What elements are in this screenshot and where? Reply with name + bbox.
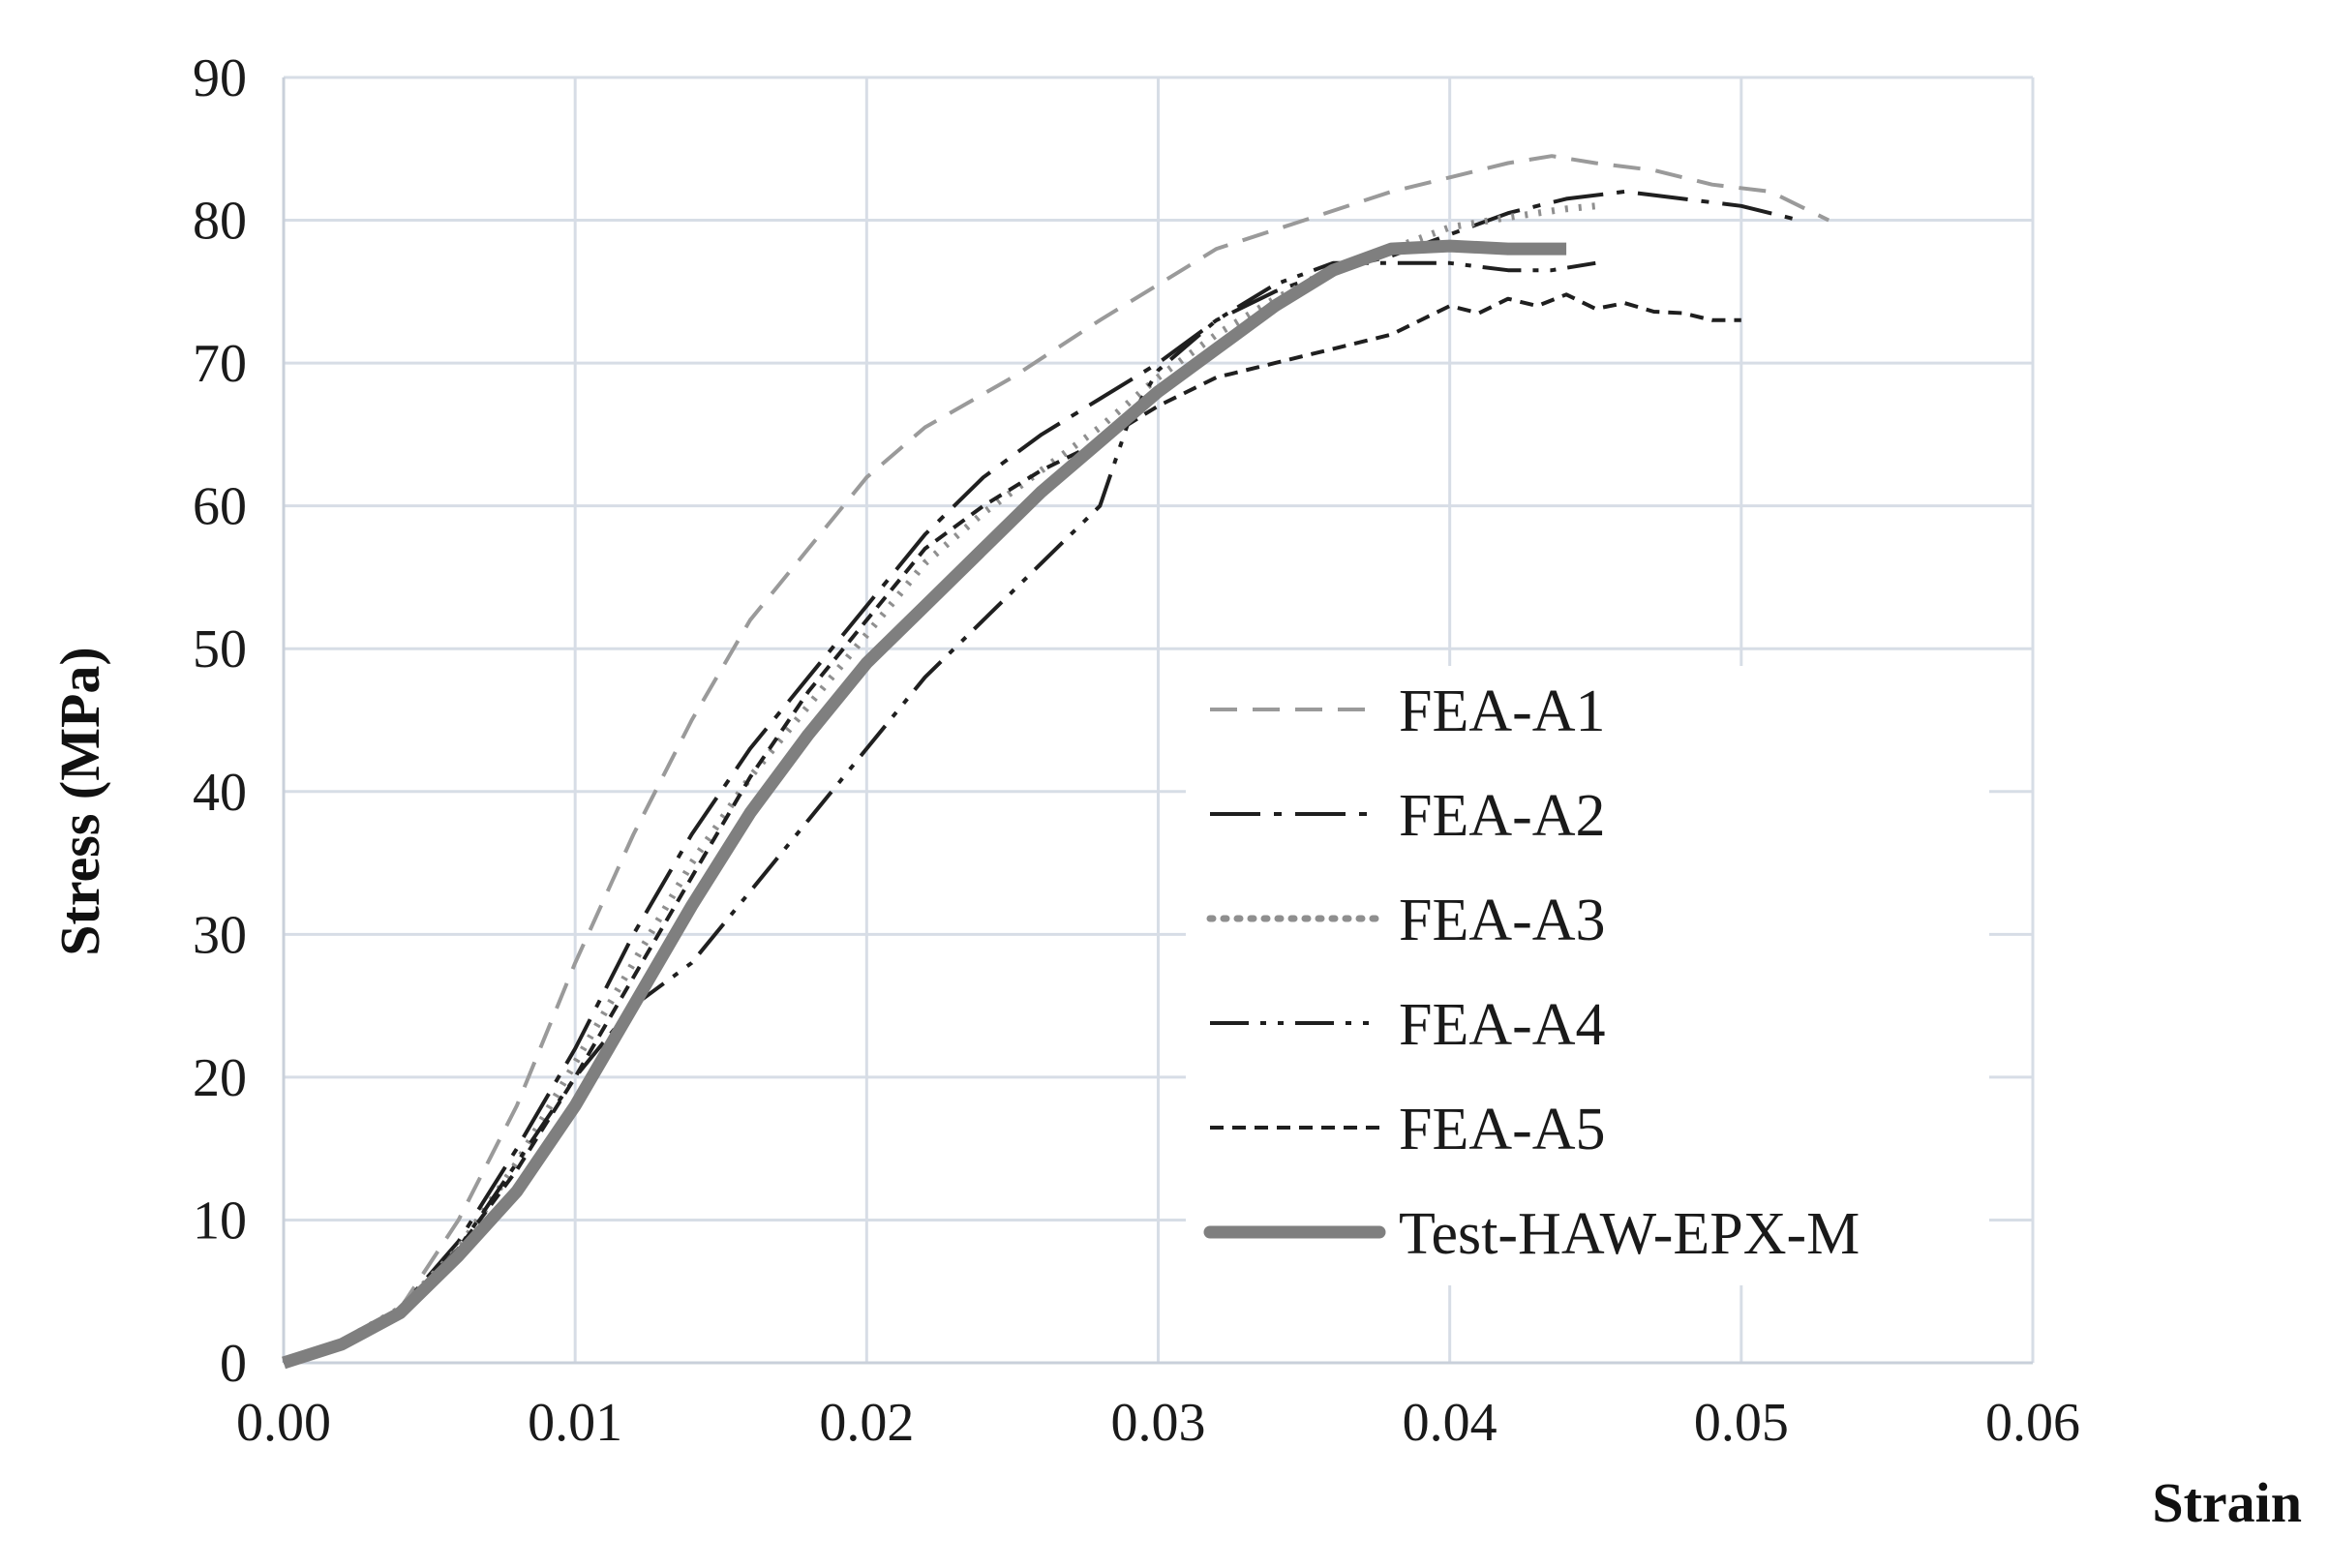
y-tick-label: 60 — [193, 477, 247, 537]
y-tick-label: 40 — [193, 763, 247, 823]
y-tick-label: 0 — [220, 1334, 247, 1394]
y-tick-label: 90 — [193, 48, 247, 108]
x-tick-label: 0.06 — [1985, 1393, 2080, 1453]
x-tick-label: 0.01 — [528, 1393, 622, 1453]
y-tick-label: 20 — [193, 1048, 247, 1108]
gridlines — [284, 75, 2035, 1363]
legend: FEA-A1 FEA-A2 FEA-A3 FEA-A4 FEA-A5 Test-HAW-E… — [1203, 678, 1860, 1267]
series-line-fea-a1 — [283, 154, 1830, 1365]
y-tick-label: 50 — [193, 619, 247, 679]
series-line-test-haw-epx-m — [282, 239, 1567, 1370]
legend-label: FEA-A2 — [1399, 783, 1606, 849]
y-tick-label: 30 — [193, 905, 247, 965]
series-line-fea-a4 — [283, 260, 1596, 1365]
y-tick-label: 80 — [193, 192, 247, 252]
x-axis-title: Strain — [2152, 1471, 2302, 1534]
legend-label: FEA-A5 — [1399, 1097, 1606, 1162]
y-tick-label: 10 — [193, 1191, 247, 1251]
legend-label: FEA-A4 — [1399, 992, 1606, 1058]
y-tick-label: 70 — [193, 334, 247, 394]
tick-labels: 0 10 20 30 40 50 60 70 80 90 0.00 0.01 0.02 0.03 0.04 0… — [193, 48, 2080, 1453]
y-axis-title: Stress (MPa) — [48, 647, 111, 955]
legend-label: FEA-A1 — [1399, 678, 1606, 744]
legend-label: FEA-A3 — [1399, 888, 1606, 953]
legend-background — [1186, 666, 1989, 1285]
x-tick-label: 0.04 — [1403, 1393, 1497, 1453]
axes — [282, 77, 2033, 1365]
legend-label: Test-HAW-EPX-M — [1399, 1201, 1860, 1267]
x-tick-label: 0.00 — [236, 1393, 331, 1453]
series-line-fea-a2 — [283, 190, 1800, 1365]
x-tick-label: 0.03 — [1111, 1393, 1206, 1453]
series-line-fea-a3 — [282, 202, 1596, 1367]
series-layer — [282, 154, 1830, 1370]
x-tick-label: 0.02 — [819, 1393, 914, 1453]
x-tick-label: 0.05 — [1694, 1393, 1789, 1453]
